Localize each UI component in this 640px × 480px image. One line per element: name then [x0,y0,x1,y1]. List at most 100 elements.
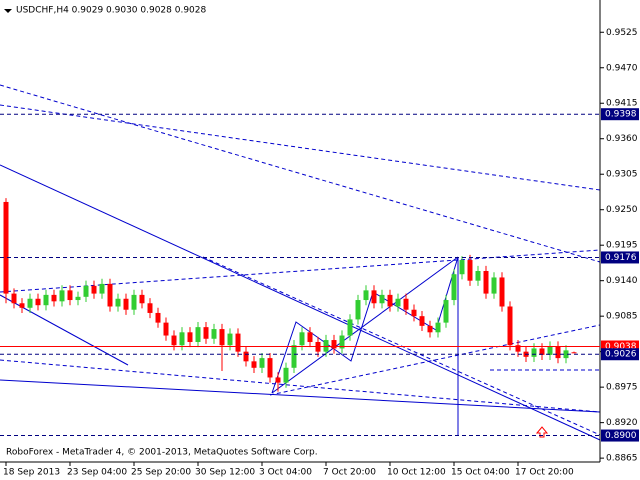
menu-arrow[interactable] [4,9,12,13]
candle-body [275,377,281,383]
x-tick-label: 18 Sep 2013 [3,468,60,478]
level-tag [601,429,639,442]
x-tick-label: 23 Sep 04:00 [67,468,127,478]
candle-body [211,329,217,339]
footer: RoboForex - MetaTrader 4, © 2001-2013, M… [6,448,318,458]
candle-body [83,285,89,297]
y-tick-label: 0.9305 [606,170,638,180]
candle-body [267,358,273,378]
candle-body [555,346,561,359]
candle-body [515,345,521,352]
candle-body [499,277,505,307]
candle-body [363,290,369,301]
candle-body [75,296,81,301]
candle-body [11,293,17,304]
candle-body [491,277,497,294]
candle-body [67,290,73,301]
candle-body [355,300,361,320]
trend-line [0,164,601,441]
candle-body [35,298,41,306]
y-tick-label: 0.9195 [606,241,638,251]
chart-title: USDCHF,H4 0.9029 0.9030 0.9028 0.9028 [16,6,206,16]
level-tag-label: 0.9026 [605,350,637,360]
y-tick-label: 0.9085 [606,312,638,322]
y-tick-label: 0.8975 [606,383,638,393]
candle-body [371,290,377,304]
candle-body [115,298,121,307]
candle-body [411,309,417,317]
candle-body [387,294,393,307]
candle-body [443,300,449,323]
candle-body [475,271,481,281]
candle-body [331,340,337,349]
candle-body [347,319,353,336]
candle-body [323,340,329,352]
candle-body [131,294,137,310]
x-tick-label: 10 Oct 12:00 [387,468,446,478]
candle-body [395,298,401,307]
candle-body [91,285,97,294]
candle-body [139,294,145,304]
candle-body [171,335,177,346]
candle-body [563,350,569,359]
zigzag [271,256,459,394]
x-tick-label: 7 Oct 20:00 [323,468,376,478]
arrow-icon [535,426,549,438]
candle-body [427,325,433,333]
candle-body [43,294,49,306]
candle-body [283,367,289,383]
trend-line [269,324,601,396]
candle-body [435,322,441,333]
candle-body [107,283,113,307]
candle-body [235,333,241,352]
candle-body [539,348,545,355]
level-tag-label: 0.9038 [605,342,637,352]
y-tick-label: 0.9470 [606,63,638,73]
level-tag [601,251,639,264]
y-tick-label: 0.9525 [606,28,638,38]
level-tag-label: 0.9176 [605,253,637,263]
y-tick-label: 0.9140 [606,276,638,286]
x-tick-label: 3 Oct 04:00 [259,468,312,478]
candle-body [483,271,489,294]
candle-body [451,274,457,301]
trend-line [0,359,601,413]
candle-body [459,260,465,275]
candle-body [59,290,65,302]
trend-line [271,256,459,394]
y-tick-label: 0.8865 [606,454,638,464]
level-tag-label: 0.8900 [605,431,637,441]
level-tag-label: 0.9398 [605,110,637,120]
candle-body [339,335,345,349]
x-tick-label: 15 Oct 04:00 [451,468,510,478]
candle-body [307,332,313,342]
y-tick-label: 0.9415 [606,99,638,109]
candle-body [403,298,409,310]
candle-body [419,316,425,326]
trend-line [0,379,601,413]
x-tick-label: 30 Sep 12:00 [195,468,255,478]
candle-body [259,358,265,368]
candle-body [531,348,537,357]
candle-body [27,298,33,308]
candle-body [51,294,57,302]
candle-body [179,332,185,346]
candle-body [163,322,169,336]
candle-body [251,361,257,368]
candle-body [99,283,105,294]
candle-body [187,332,193,342]
candle-body [299,332,305,346]
candle-body [467,260,473,281]
x-tick-label: 25 Sep 20:00 [131,468,191,478]
candle-body [571,352,577,354]
candle-body [507,306,513,346]
candle-body [219,329,225,346]
candle-body [155,312,161,323]
y-tick-label: 0.8920 [606,418,638,428]
candle-body [203,327,209,339]
candle-body [123,298,129,310]
y-tick-label: 0.9250 [606,205,638,215]
x-tick-label: 17 Oct 20:00 [515,468,574,478]
